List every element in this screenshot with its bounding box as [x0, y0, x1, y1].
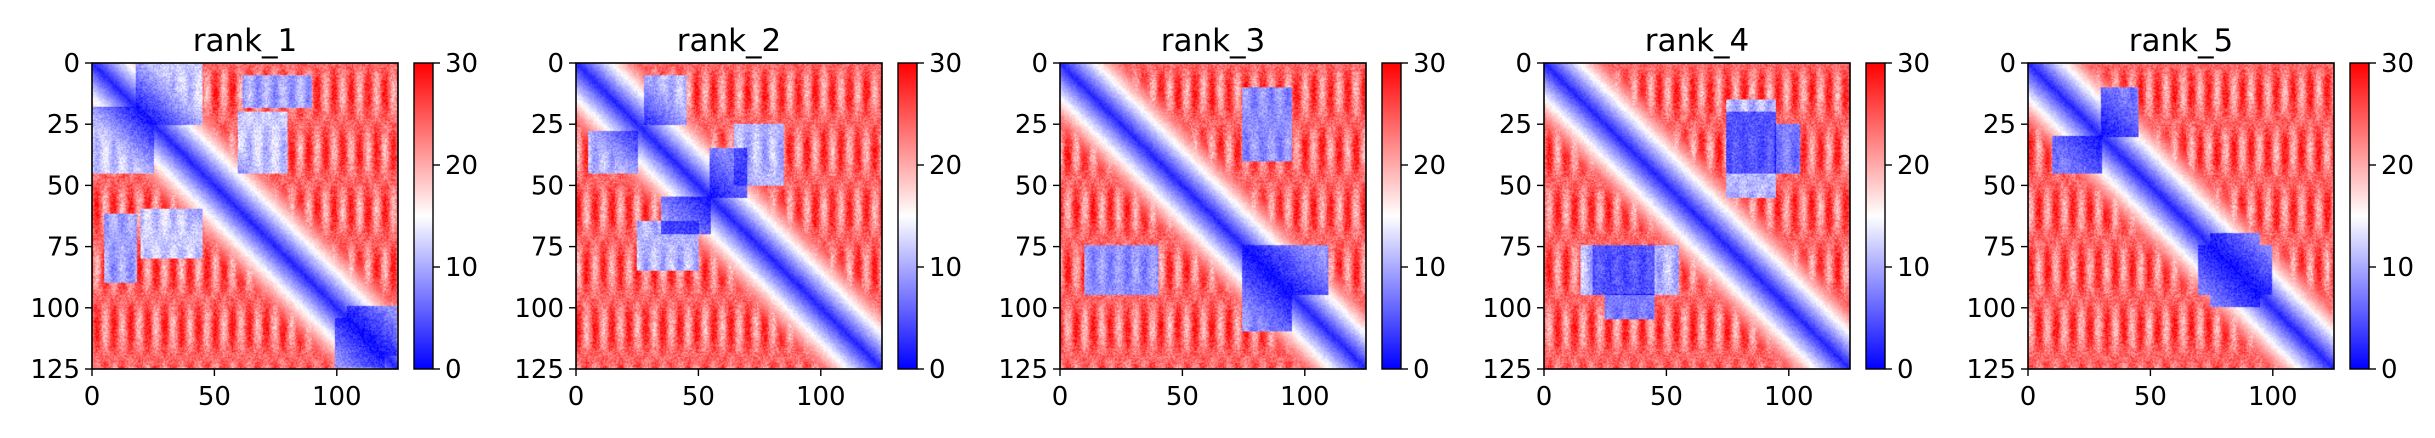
colorbar-tick-label: 0	[1413, 355, 1430, 385]
y-tick-label: 0	[1031, 49, 1048, 79]
heatmap-image	[92, 63, 398, 369]
colorbar-tick-label: 30	[929, 49, 962, 79]
y-tick-label: 25	[1015, 110, 1048, 140]
plot-frame	[2027, 62, 2335, 370]
y-tick-label: 75	[531, 233, 564, 263]
plot-frame	[575, 62, 883, 370]
x-tick-label: 50	[1166, 382, 1199, 412]
colorbar	[897, 62, 918, 370]
y-tick-label: 50	[1983, 171, 2016, 201]
colorbar	[2349, 62, 2370, 370]
panel-title: rank_1	[193, 23, 298, 59]
y-tick-label: 75	[1499, 233, 1532, 263]
x-tick-label: 100	[1280, 382, 1330, 412]
x-tick-label: 100	[796, 382, 846, 412]
y-tick-label: 25	[47, 110, 80, 140]
x-tick-label: 100	[1764, 382, 1814, 412]
colorbar-tick-label: 30	[1413, 49, 1446, 79]
panel-title: rank_4	[1645, 23, 1750, 59]
colorbar-tick-label: 20	[445, 151, 478, 181]
plot-frame	[91, 62, 399, 370]
y-tick-label: 50	[531, 171, 564, 201]
y-tick-label: 50	[47, 171, 80, 201]
y-tick-label: 100	[1966, 294, 2016, 324]
x-tick-label: 50	[1650, 382, 1683, 412]
x-tick-label: 100	[312, 382, 362, 412]
colorbar-tick-label: 0	[445, 355, 462, 385]
colorbar-tick-label: 10	[2381, 253, 2414, 283]
y-tick-label: 0	[63, 49, 80, 79]
x-tick-label: 0	[84, 382, 101, 412]
y-tick-label: 125	[1482, 355, 1532, 385]
y-tick-label: 0	[547, 49, 564, 79]
y-tick-label: 100	[998, 294, 1048, 324]
plot-frame	[1059, 62, 1367, 370]
x-tick-label: 50	[2134, 382, 2167, 412]
heatmap-image	[1060, 63, 1366, 369]
y-tick-label: 75	[47, 233, 80, 263]
y-tick-label: 75	[1015, 233, 1048, 263]
colorbar-tick-label: 20	[2381, 151, 2414, 181]
colorbar	[413, 62, 434, 370]
y-tick-label: 25	[1499, 110, 1532, 140]
y-tick-label: 0	[1515, 49, 1532, 79]
x-tick-label: 0	[1536, 382, 1553, 412]
colorbar-tick-label: 30	[445, 49, 478, 79]
heatmap-image	[576, 63, 882, 369]
y-tick-label: 100	[514, 294, 564, 324]
heatmap-image	[1544, 63, 1850, 369]
colorbar-tick-label: 10	[445, 253, 478, 283]
y-tick-label: 100	[1482, 294, 1532, 324]
y-tick-label: 50	[1015, 171, 1048, 201]
plot-frame	[1543, 62, 1851, 370]
x-tick-label: 0	[568, 382, 585, 412]
colorbar-tick-label: 30	[2381, 49, 2414, 79]
colorbar-tick-label: 20	[929, 151, 962, 181]
y-tick-label: 25	[1983, 110, 2016, 140]
colorbar-tick-label: 0	[929, 355, 946, 385]
panel-title: rank_3	[1161, 23, 1266, 59]
colorbar-tick-label: 10	[929, 253, 962, 283]
y-tick-label: 125	[1966, 355, 2016, 385]
colorbar	[1865, 62, 1886, 370]
colorbar-tick-label: 0	[2381, 355, 2398, 385]
y-tick-label: 25	[531, 110, 564, 140]
y-tick-label: 50	[1499, 171, 1532, 201]
colorbar	[1381, 62, 1402, 370]
x-tick-label: 50	[682, 382, 715, 412]
y-tick-label: 125	[514, 355, 564, 385]
y-tick-label: 75	[1983, 233, 2016, 263]
colorbar-tick-label: 20	[1413, 151, 1446, 181]
colorbar-tick-label: 0	[1897, 355, 1914, 385]
y-tick-label: 125	[30, 355, 80, 385]
colorbar-tick-label: 10	[1413, 253, 1446, 283]
y-tick-label: 125	[998, 355, 1048, 385]
panel-title: rank_2	[677, 23, 782, 59]
colorbar-tick-label: 30	[1897, 49, 1930, 79]
colorbar-tick-label: 20	[1897, 151, 1930, 181]
x-tick-label: 100	[2248, 382, 2298, 412]
panel-title: rank_5	[2129, 23, 2234, 59]
heatmap-image	[2028, 63, 2334, 369]
x-tick-label: 50	[198, 382, 231, 412]
x-tick-label: 0	[1052, 382, 1069, 412]
x-tick-label: 0	[2020, 382, 2037, 412]
y-tick-label: 0	[1999, 49, 2016, 79]
y-tick-label: 100	[30, 294, 80, 324]
colorbar-tick-label: 10	[1897, 253, 1930, 283]
